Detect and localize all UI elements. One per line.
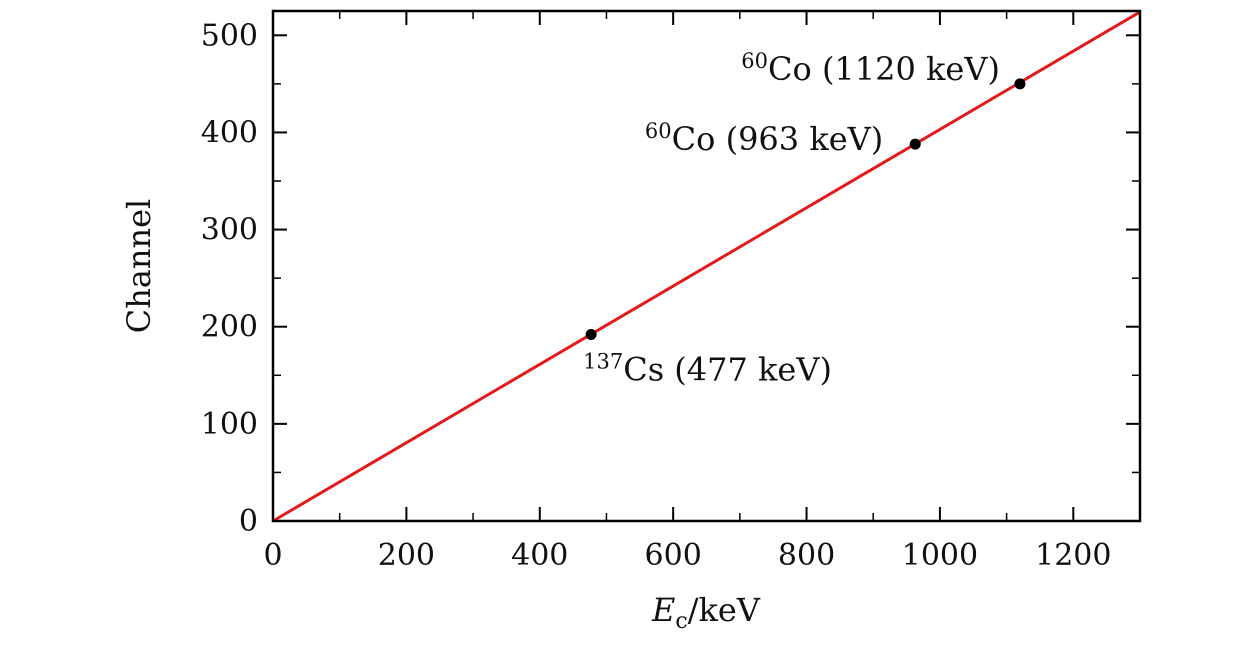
point-label: 137Cs (477 keV) [583,349,832,388]
x-tick-label: 800 [778,538,835,573]
point-label-text: Cs (477 keV) [623,350,832,388]
data-point [1014,78,1026,90]
y-tick-label: 200 [201,310,258,345]
x-tick-label: 400 [511,538,568,573]
point-label: 60Co (963 keV) [645,119,883,158]
data-points [585,78,1026,340]
point-label-text: Co (963 keV) [672,120,884,158]
point-label: 60Co (1120 keV) [741,49,1000,88]
x-tick-label: 600 [645,538,702,573]
y-tick-label: 0 [239,504,258,539]
point-annotations: 137Cs (477 keV)60Co (963 keV)60Co (1120 … [583,49,1000,389]
point-label-isotope-mass: 137 [583,349,623,373]
data-point [585,328,597,340]
y-tick-label: 400 [201,115,258,150]
x-axis-title-subscript: c [675,609,687,634]
x-axis-title: Ec/keV [651,591,761,634]
x-axis-title-symbol: E [651,591,675,629]
plot-frame [271,9,1142,523]
point-label-isotope-mass: 60 [645,119,672,143]
x-tick-label: 0 [263,538,282,573]
tick-labels: 0 200 400 600 800 1000 1200 0 100 200 300 400 500 [201,18,1112,573]
axis-ticks [272,11,1140,522]
data-point [909,138,921,150]
y-tick-label: 500 [201,18,258,53]
y-tick-label: 300 [201,213,258,248]
x-axis-title-unit: /keV [688,591,761,629]
point-label-text: Co (1120 keV) [768,50,1000,88]
point-label-isotope-mass: 60 [741,49,768,73]
y-axis-title: Channel [120,199,158,334]
fit-line [272,10,1141,523]
x-tick-label: 1200 [1035,538,1111,573]
x-tick-label: 200 [378,538,435,573]
x-tick-label: 1000 [902,538,978,573]
y-tick-label: 100 [201,407,258,442]
